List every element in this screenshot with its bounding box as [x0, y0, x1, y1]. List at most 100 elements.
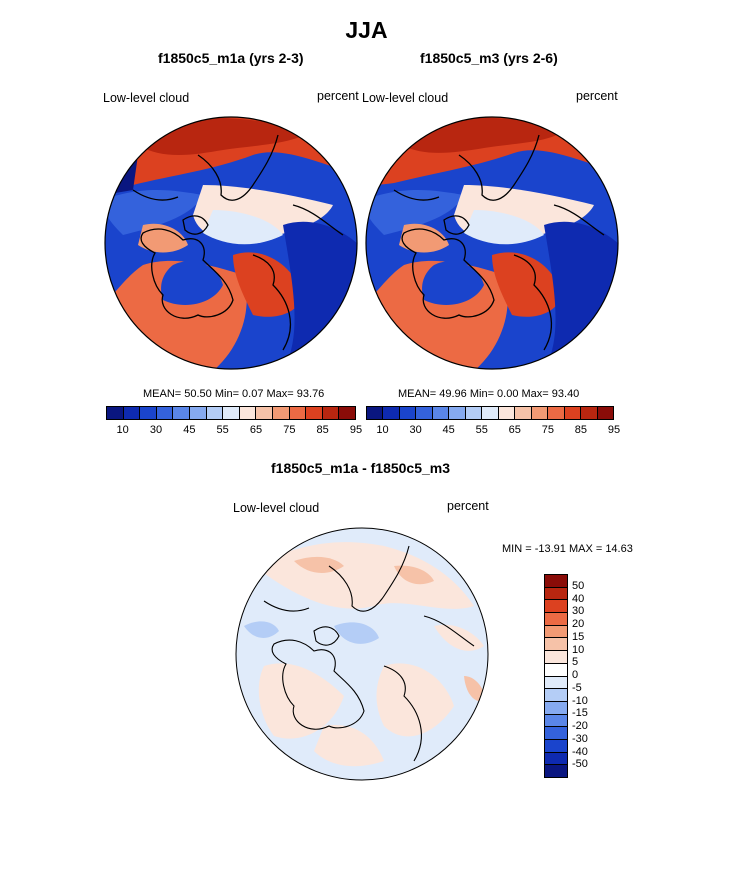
colorbar-box — [548, 407, 565, 419]
colorbar-box — [272, 407, 290, 419]
diff-colorbar-tick-label: -30 — [572, 732, 588, 745]
diff-polar-map — [235, 527, 489, 781]
colorbar-tick-label: 10 — [116, 424, 129, 436]
diff-colorbar-tick-label: 0 — [572, 669, 579, 681]
panel-1-units-label: percent — [317, 89, 359, 103]
colorbar-tick-label: 95 — [607, 424, 621, 436]
diff-colorbar-tick-label: 20 — [572, 618, 585, 630]
diff-colorbar-box — [545, 575, 567, 588]
colorbar-box — [322, 407, 340, 419]
colorbar-box — [289, 407, 307, 419]
colorbar-box — [223, 407, 240, 419]
diff-colorbar-tick-label: -5 — [572, 681, 582, 694]
panel-2-title: f1850c5_m3 (yrs 2-6) — [420, 50, 558, 66]
diff-colorbar-ticks: 50 40 30 20 15 10 5 0 -5 -10 -15 -20 -30 -40 -50 — [572, 574, 612, 778]
colorbar-box — [173, 407, 190, 419]
diff-colorbar-tick-label: 40 — [572, 592, 585, 605]
colorbar-box — [399, 407, 417, 419]
diff-colorbar-tick-label: -20 — [572, 720, 588, 732]
diff-colorbar-box — [545, 714, 567, 728]
colorbar-box — [465, 407, 483, 419]
colorbar-tick-label: 45 — [442, 424, 455, 436]
panel-1-title: f1850c5_m1a (yrs 2-3) — [158, 50, 304, 66]
diff-colorbar-box — [545, 676, 567, 690]
diff-colorbar-tick-label: -15 — [572, 707, 588, 720]
diff-panel-units-label: percent — [447, 499, 489, 513]
diff-colorbar-box — [545, 587, 567, 601]
panel-2-units-label: percent — [576, 89, 618, 103]
colorbar-tick-label: 65 — [508, 424, 521, 436]
panel-2-colorbar — [366, 406, 614, 420]
colorbar-box — [416, 407, 433, 419]
colorbar-box — [564, 407, 582, 419]
colorbar-box — [597, 407, 614, 419]
colorbar-box — [515, 407, 532, 419]
colorbar-box — [482, 407, 499, 419]
diff-colorbar-tick-label: 15 — [572, 630, 585, 643]
diff-colorbar-box — [545, 600, 567, 614]
diff-colorbar-tick-label: 50 — [572, 579, 585, 592]
colorbar-box — [432, 407, 450, 419]
colorbar-box — [449, 407, 466, 419]
colorbar-box — [306, 407, 323, 419]
colorbar-box — [156, 407, 174, 419]
panel-1-cloud-field — [105, 117, 357, 369]
diff-colorbar-tick-label: 30 — [572, 605, 585, 618]
colorbar-tick-label: 75 — [283, 424, 296, 436]
colorbar-tick-label: 85 — [316, 424, 329, 436]
colorbar-box — [206, 407, 224, 419]
diff-colorbar-box — [545, 752, 567, 766]
colorbar-tick-label: 75 — [541, 424, 554, 436]
colorbar-tick-label: 65 — [249, 424, 263, 436]
diff-colorbar-tick-label: -40 — [572, 745, 588, 758]
colorbar-tick-label: 10 — [376, 424, 389, 436]
figure-title: JJA — [345, 17, 388, 43]
diff-colorbar-box — [545, 701, 567, 715]
panel-1-coastlines — [132, 134, 344, 351]
panel-1-colorbar — [106, 406, 356, 420]
diff-colorbar-box — [545, 739, 567, 753]
colorbar-tick-label: 95 — [349, 424, 363, 436]
colorbar-box — [339, 407, 355, 419]
colorbar-tick-label: 30 — [149, 424, 163, 436]
diff-colorbar-box — [545, 765, 567, 777]
panel-2-polar-map — [365, 116, 619, 370]
colorbar-box — [256, 407, 273, 419]
colorbar-box — [367, 407, 384, 419]
panel-1-map-border — [104, 116, 358, 370]
colorbar-tick-label: 55 — [216, 424, 229, 436]
panel-1-colorbar-ticks: 10 30 45 55 65 75 85 95 — [106, 424, 363, 438]
diff-colorbar — [544, 574, 568, 778]
colorbar-tick-label: 55 — [475, 424, 488, 436]
panel-2-map-border — [365, 116, 619, 370]
diff-colorbar-tick-label: -50 — [572, 758, 588, 771]
diff-colorbar-tick-label: -10 — [572, 694, 588, 707]
colorbar-tick-label: 85 — [574, 424, 588, 436]
diff-colorbar-box — [545, 689, 567, 702]
colorbar-box — [189, 407, 207, 419]
colorbar-box — [107, 407, 124, 419]
diff-panel-stats: MIN = -13.91 MAX = 14.63 — [502, 543, 633, 555]
panel-1-stats: MEAN= 50.50 Min= 0.07 Max= 93.76 — [143, 388, 325, 400]
colorbar-tick-label: 30 — [409, 424, 422, 436]
panel-2-coastlines — [393, 134, 605, 351]
diff-colorbar-box — [545, 651, 567, 664]
colorbar-box — [531, 407, 549, 419]
colorbar-box — [239, 407, 257, 419]
diff-colorbar-tick-label: 10 — [572, 643, 585, 656]
diff-colorbar-box — [545, 613, 567, 626]
diff-panel-title: f1850c5_m1a - f1850c5_m3 — [271, 460, 451, 476]
colorbar-box — [581, 407, 598, 419]
panel-2-colorbar-ticks: 10 30 45 55 65 75 85 95 — [366, 424, 620, 438]
diff-colorbar-box — [545, 625, 567, 639]
panel-2-stats: MEAN= 49.96 Min= 0.00 Max= 93.40 — [398, 388, 580, 400]
diff-colorbar-box — [545, 638, 567, 652]
panel-2-variable-label: Low-level cloud — [362, 91, 449, 105]
diff-colorbar-tick-label: 5 — [572, 656, 579, 669]
colorbar-tick-label: 45 — [183, 424, 196, 436]
diff-map-border — [235, 527, 489, 781]
colorbar-box — [498, 407, 516, 419]
diff-colorbar-box — [545, 663, 567, 677]
diff-field — [236, 528, 488, 780]
diff-coastlines — [263, 545, 475, 762]
